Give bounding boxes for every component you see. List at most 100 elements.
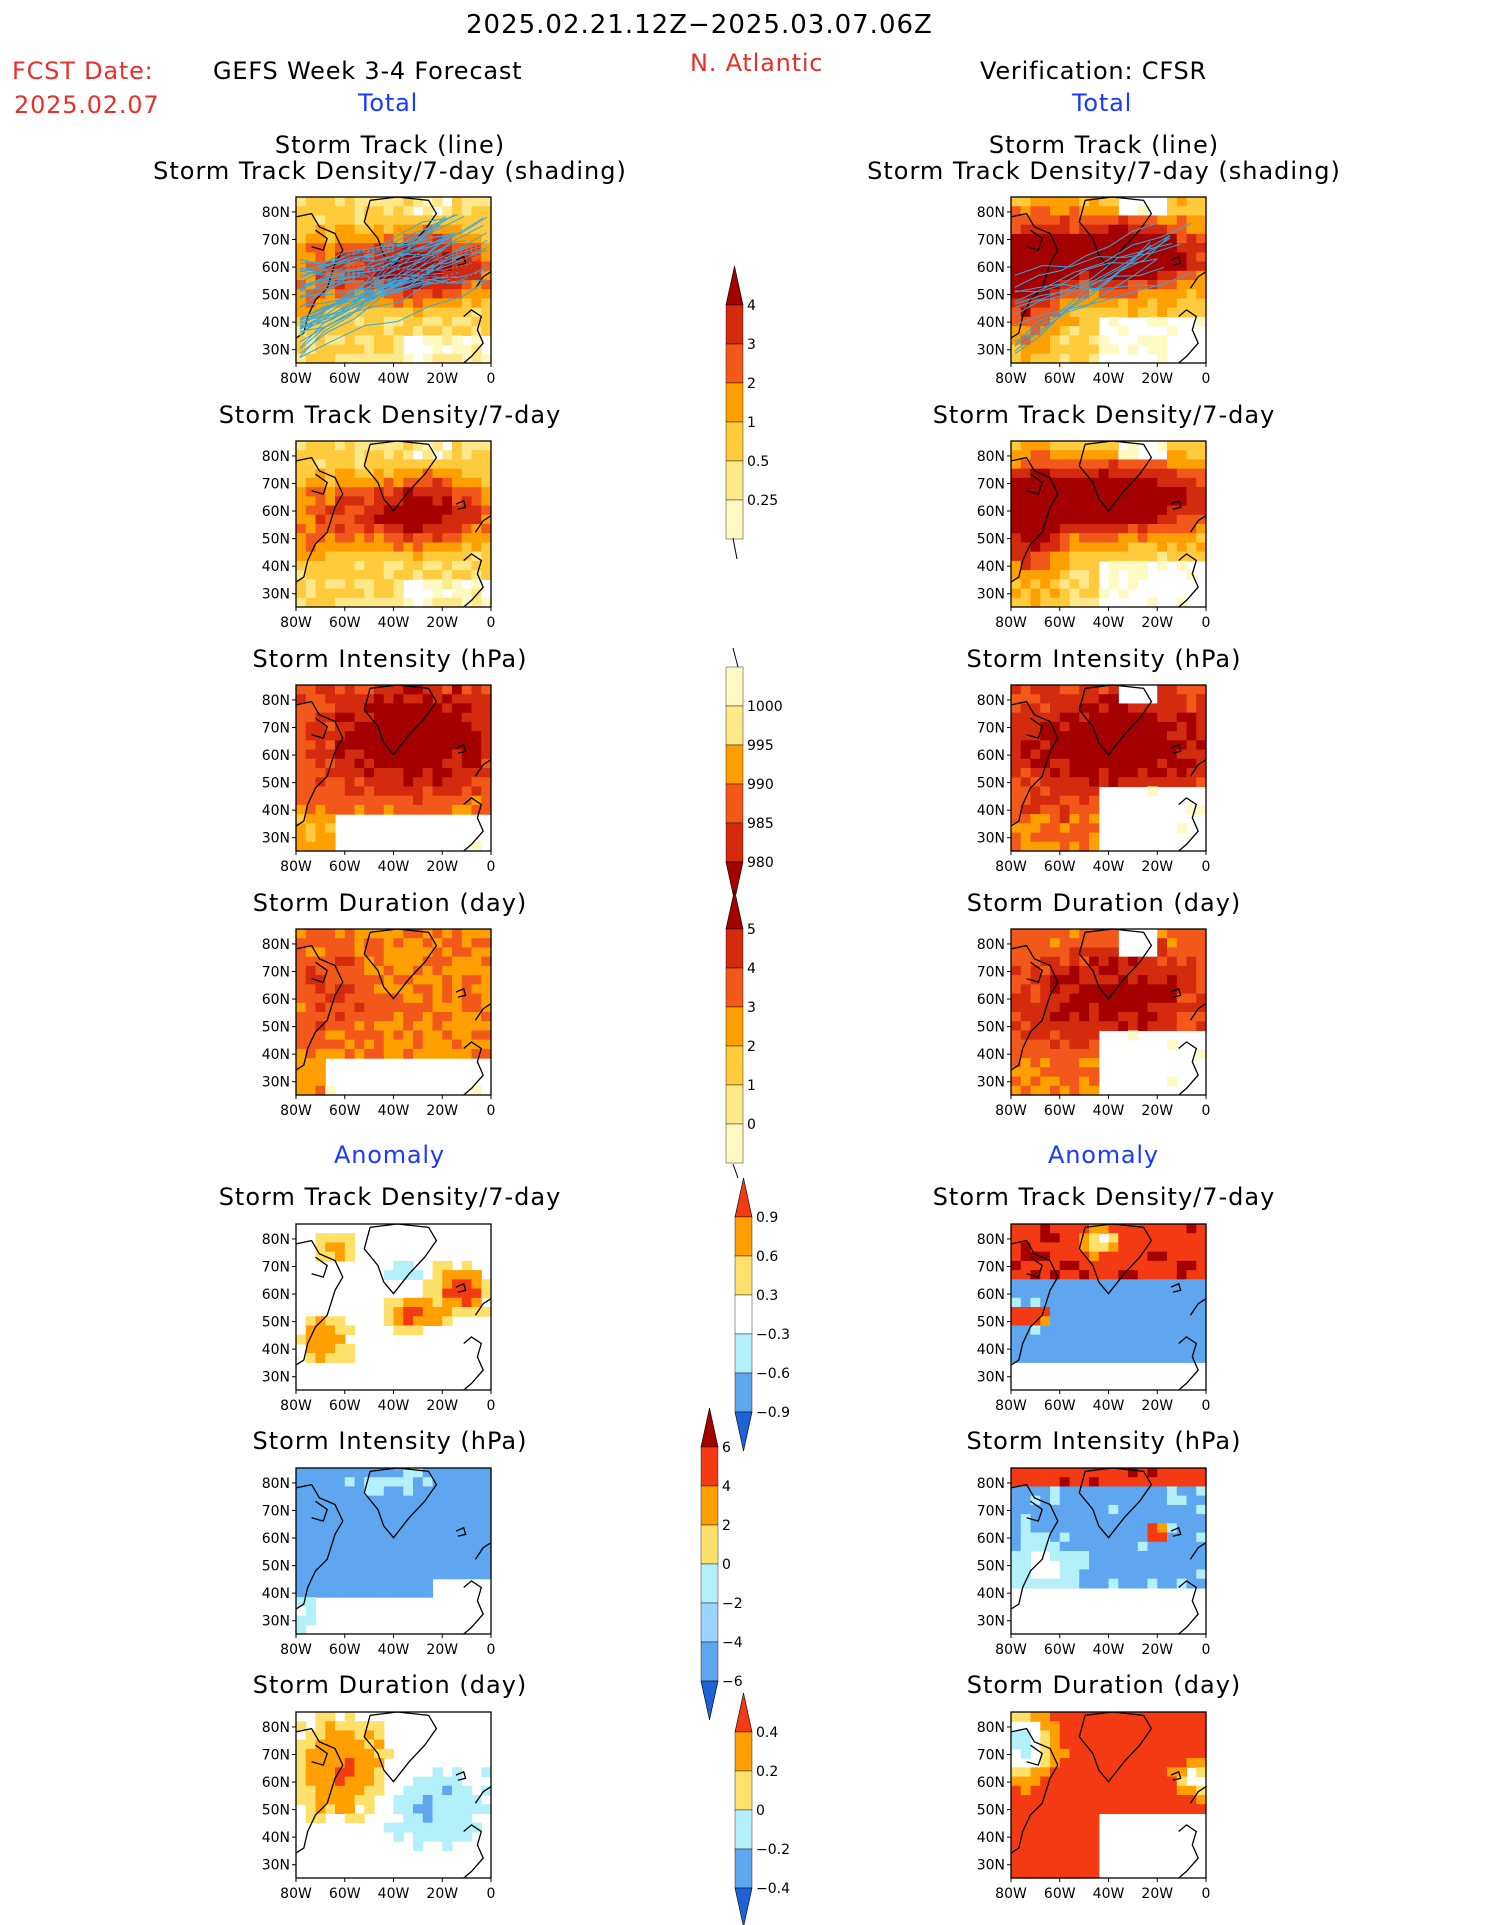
lat-label: 70N — [262, 476, 290, 492]
colorbar-segment — [725, 928, 744, 969]
lon-label: 40W — [1093, 371, 1125, 387]
lat-label: 60N — [262, 504, 290, 520]
lat-label: 60N — [262, 1531, 290, 1547]
lon-label: 80W — [995, 371, 1027, 387]
coastline — [1010, 684, 1207, 852]
lon-label: 0 — [1202, 1886, 1211, 1902]
colorbar-density-anomaly: 0.9 0.6 0.3 −0.3 −0.6 −0.9 — [734, 1177, 790, 1452]
coastline — [1010, 928, 1207, 1096]
lat-label: 80N — [977, 205, 1005, 221]
lat-label: 60N — [977, 1287, 1005, 1303]
lat-label: 80N — [977, 937, 1005, 953]
colorbar-label: −6 — [722, 1674, 743, 1690]
lat-label: 60N — [262, 1775, 290, 1791]
lon-label: 20W — [1141, 371, 1173, 387]
colorbar-arrow — [734, 1177, 753, 1218]
colorbar-arrow — [725, 889, 744, 930]
map-panel-left: 80N 70N 60N 50N 40N 30N 80W 60W 40W 20W 0 — [262, 440, 496, 631]
colorbar-label: 1 — [747, 415, 756, 431]
colorbar-segment — [734, 1294, 753, 1335]
lon-label: 80W — [995, 1398, 1027, 1414]
colorbar-label: 6 — [722, 1440, 731, 1456]
lon-label: 80W — [280, 1103, 312, 1119]
lat-label: 30N — [977, 1614, 1005, 1630]
lat-label: 40N — [977, 1342, 1005, 1358]
lon-label: 0 — [1202, 371, 1211, 387]
lon-label: 0 — [487, 1642, 496, 1658]
lon-label: 60W — [329, 1642, 361, 1658]
colorbar-tail — [732, 537, 738, 560]
colorbar-label: −4 — [722, 1635, 743, 1651]
colorbar-segment — [700, 1641, 719, 1682]
lon-label: 80W — [995, 1103, 1027, 1119]
lat-label: 40N — [977, 315, 1005, 331]
colorbar-label: 4 — [722, 1479, 731, 1495]
lon-label: 40W — [378, 1398, 410, 1414]
storm-track-lines — [1014, 222, 1193, 355]
map-shading — [296, 1468, 492, 1635]
colorbar-label: 1 — [747, 1078, 756, 1094]
lat-label: 70N — [262, 1259, 290, 1275]
lat-label: 30N — [262, 587, 290, 603]
colorbar-label: 995 — [747, 738, 774, 754]
lon-label: 40W — [1093, 859, 1125, 875]
colorbar-label: 3 — [747, 1000, 756, 1016]
lon-label: 40W — [1093, 1103, 1125, 1119]
colorbar-segment — [734, 1809, 753, 1850]
lon-label: 40W — [1093, 1886, 1125, 1902]
coastline — [1010, 440, 1207, 608]
map-panel-right: 80N 70N 60N 50N 40N 30N 80W 60W 40W 20W 0 — [977, 1223, 1210, 1414]
lon-label: 0 — [1202, 1642, 1211, 1658]
region-label: N. Atlantic — [690, 49, 824, 77]
lon-label: 40W — [1093, 1642, 1125, 1658]
colorbar-label: 1000 — [747, 699, 783, 715]
lon-label: 60W — [329, 615, 361, 631]
lon-label: 60W — [329, 1398, 361, 1414]
colorbar-label: 0.25 — [747, 493, 778, 509]
lon-label: 20W — [426, 615, 458, 631]
colorbar-arrow — [734, 1887, 753, 1925]
lon-label: 0 — [487, 371, 496, 387]
lat-label: 50N — [262, 1803, 290, 1819]
panel-title-duration-anomaly-left: Storm Duration (day) — [252, 1671, 528, 1699]
colorbar-label: 0.2 — [756, 1764, 778, 1780]
lon-label: 0 — [487, 615, 496, 631]
storm-track-lines — [299, 213, 488, 358]
colorbar-segment — [725, 421, 744, 462]
lon-label: 20W — [1141, 1398, 1173, 1414]
lon-label: 60W — [1044, 1103, 1076, 1119]
panel-title-intensity-left: Storm Intensity (hPa) — [252, 645, 528, 673]
colorbar-label: 0 — [747, 1117, 756, 1133]
lon-label: 40W — [1093, 615, 1125, 631]
colorbar-segment — [734, 1333, 753, 1374]
colorbar-segment — [725, 343, 744, 384]
map-panel-right: 80N 70N 60N 50N 40N 30N 80W 60W 40W 20W 0 — [977, 1467, 1211, 1658]
lat-label: 30N — [977, 1370, 1005, 1386]
colorbar-label: 0.9 — [756, 1210, 778, 1226]
map-shading — [1011, 929, 1207, 1096]
panel-title-duration-left: Storm Duration (day) — [252, 889, 528, 917]
panel-title-intensity-anomaly-left: Storm Intensity (hPa) — [252, 1427, 528, 1455]
lat-label: 60N — [262, 748, 290, 764]
colorbar-segment — [725, 744, 744, 785]
lon-label: 40W — [1093, 1398, 1125, 1414]
lon-label: 0 — [1202, 1103, 1211, 1119]
lat-label: 30N — [262, 343, 290, 359]
map-shading — [1011, 441, 1207, 608]
colorbar-label: 2 — [722, 1518, 731, 1534]
lat-label: 50N — [977, 532, 1005, 548]
lon-label: 80W — [280, 1886, 312, 1902]
colorbar-label: 990 — [747, 777, 774, 793]
lon-label: 20W — [1141, 615, 1173, 631]
map-shading — [296, 685, 492, 852]
colorbar-segment — [725, 499, 744, 540]
colorbar-segment — [725, 822, 744, 863]
map-panel-left: 80N 70N 60N 50N 40N 30N 80W 60W 40W 20W 0 — [262, 684, 495, 875]
lat-label: 80N — [262, 693, 290, 709]
lat-label: 70N — [977, 964, 1005, 980]
colorbar-tail — [732, 647, 739, 668]
colorbar-label: 0 — [722, 1557, 731, 1573]
panel-title-track-line-right: Storm Track (line) — [988, 131, 1220, 159]
panel-title-track-line-left: Storm Track (line) — [274, 131, 506, 159]
map-panel-left: 80N 70N 60N 50N 40N 30N 80W 60W 40W 20W 0 — [262, 1467, 496, 1658]
